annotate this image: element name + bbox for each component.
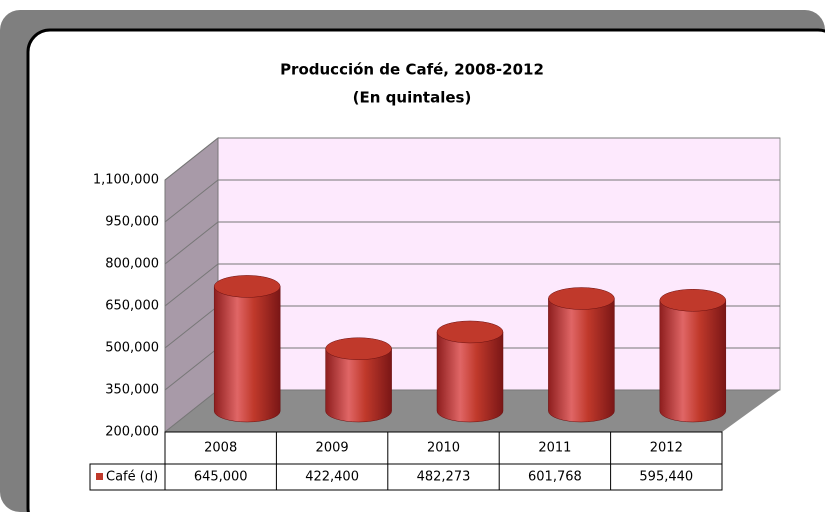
side-grid-line — [164, 179, 219, 223]
bar — [659, 300, 727, 423]
x-tick-label: 2010 — [427, 441, 460, 456]
bar-top — [548, 287, 615, 310]
y-tick-label: 500,000 — [105, 341, 159, 356]
y-tick-label: 950,000 — [105, 215, 159, 230]
y-tick-label: 650,000 — [105, 299, 159, 314]
bar — [436, 331, 504, 423]
x-tick-label: 2008 — [204, 441, 237, 456]
side-grid-line — [164, 305, 219, 349]
y-tick-label: 350,000 — [105, 383, 159, 398]
y-tick-label: 1,100,000 — [93, 173, 159, 188]
chart-subtitle: (En quintales) — [353, 89, 472, 107]
bar-top — [325, 337, 392, 360]
side-grid-line — [164, 221, 219, 265]
y-tick-label: 800,000 — [105, 257, 159, 272]
chart-title: Producción de Café, 2008-2012 — [280, 61, 544, 79]
data-table-value: 601,768 — [528, 470, 582, 485]
side-grid-line — [164, 263, 219, 307]
side-grid-line — [164, 347, 219, 391]
bar — [548, 298, 615, 423]
data-table-value: 482,273 — [417, 470, 471, 485]
legend-label: Café (d) — [106, 470, 158, 485]
y-tick-label: 200,000 — [105, 425, 159, 440]
bar-top — [659, 289, 727, 312]
side-grid-line — [164, 389, 219, 433]
data-table-value: 422,400 — [305, 470, 359, 485]
bar — [325, 348, 392, 423]
legend-swatch — [96, 473, 103, 480]
x-tick-label: 2011 — [538, 441, 571, 456]
data-table-value: 645,000 — [194, 470, 248, 485]
side-grid-line — [164, 137, 219, 181]
bar — [213, 286, 281, 423]
bar-top — [213, 275, 281, 298]
table-frame — [164, 431, 723, 491]
data-table-value: 595,440 — [639, 470, 693, 485]
bar-top — [436, 320, 504, 344]
x-tick-label: 2012 — [650, 441, 683, 456]
x-tick-label: 2009 — [316, 441, 349, 456]
